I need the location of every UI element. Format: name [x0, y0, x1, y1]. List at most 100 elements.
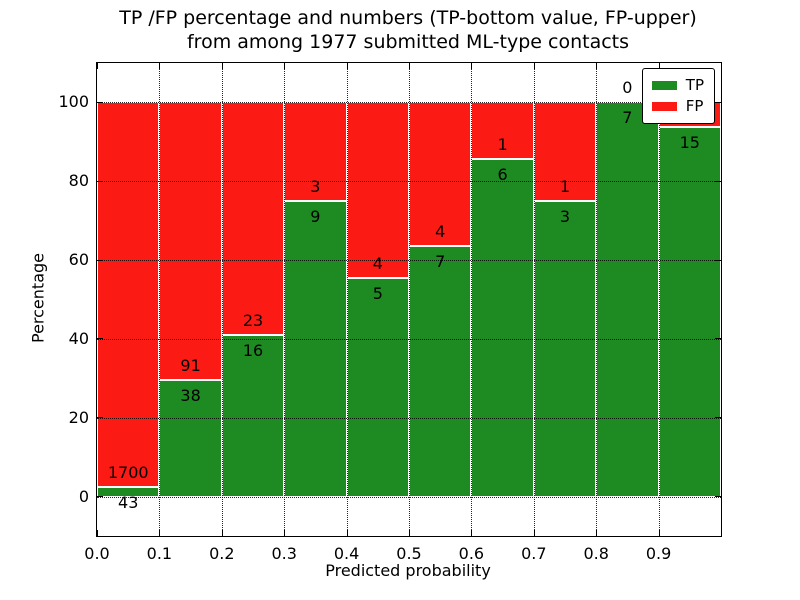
- bar-segment-tp: [596, 102, 659, 497]
- bar-label-tp: 43: [118, 492, 139, 512]
- bar-label-fp: 23: [242, 310, 264, 330]
- gridline-horizontal: [97, 181, 721, 183]
- gridline-vertical: [221, 63, 223, 536]
- bar-label-fp: 91: [180, 356, 201, 376]
- gridline-horizontal: [97, 260, 721, 262]
- y-tick-mark-right: [715, 259, 721, 261]
- x-tick-mark: [658, 530, 660, 536]
- x-tick-mark: [409, 530, 410, 536]
- y-tick-label: 100: [58, 92, 89, 112]
- legend: TP FP: [641, 68, 715, 124]
- bar-label-tp: 3: [559, 206, 571, 226]
- x-tick-label: 0.3: [271, 544, 297, 563]
- bar-label-tp: 7: [622, 108, 633, 128]
- gridline-vertical: [533, 63, 535, 536]
- y-tick-label: 0: [78, 486, 89, 506]
- y-tick-mark: [97, 259, 103, 261]
- gridline-vertical: [658, 63, 660, 536]
- fp-swatch-icon: [651, 102, 677, 111]
- x-tick-label: 0.1: [146, 544, 173, 563]
- x-tick-mark-top: [159, 63, 161, 69]
- chart-title-line2: from among 1977 submitted ML-type contac…: [186, 31, 630, 53]
- bar-label-fp: 0: [622, 78, 633, 98]
- bar-segment-tp: [346, 277, 409, 497]
- x-tick-mark-top: [284, 63, 286, 69]
- y-tick-mark-right: [715, 180, 721, 182]
- bar-segment-fp: [221, 102, 285, 335]
- x-tick-mark-top: [533, 63, 535, 69]
- y-tick-label: 80: [68, 171, 89, 191]
- y-tick-label: 60: [68, 250, 89, 270]
- bar-segment-fp: [346, 102, 409, 278]
- bar-label-tp: 6: [497, 164, 508, 184]
- y-tick-mark: [97, 496, 103, 498]
- bar-label-fp: 1700: [107, 462, 149, 482]
- x-tick-mark: [97, 530, 98, 536]
- x-tick-mark-top: [658, 63, 660, 69]
- y-tick-mark-right: [715, 496, 721, 498]
- x-tick-label: 0.8: [583, 544, 609, 563]
- gridline-vertical: [284, 63, 286, 536]
- bar-segment-tp: [471, 158, 534, 497]
- y-tick-mark-right: [715, 417, 721, 419]
- bar-label-tp: 38: [180, 386, 201, 406]
- bar-segment-fp: [97, 102, 160, 487]
- x-tick-label: 0.6: [458, 544, 485, 563]
- x-axis-label: Predicted probability: [325, 561, 491, 580]
- x-tick-mark-top: [97, 63, 98, 69]
- chart-title: TP /FP percentage and numbers (TP-bottom…: [96, 6, 720, 54]
- gridline-vertical: [596, 63, 598, 536]
- x-tick-mark-top: [221, 63, 223, 69]
- x-tick-label: 0.7: [521, 544, 547, 563]
- bar-segment-tp: [533, 200, 597, 497]
- gridline-vertical: [471, 63, 473, 536]
- bar-segment-fp: [284, 102, 347, 201]
- x-tick-label: 0.4: [333, 544, 360, 563]
- gridline-horizontal: [97, 338, 721, 340]
- legend-item-tp: TP: [651, 75, 704, 96]
- x-tick-mark-top: [596, 63, 598, 69]
- y-tick-mark: [97, 101, 103, 103]
- gridline-horizontal: [97, 102, 721, 104]
- x-tick-mark: [159, 530, 161, 536]
- x-tick-mark-top: [409, 63, 410, 69]
- bar-label-tp: 5: [372, 283, 383, 303]
- bar-segment-tp: [97, 486, 160, 497]
- gridline-vertical: [346, 63, 348, 536]
- gridline-horizontal: [97, 417, 721, 419]
- y-tick-label: 20: [68, 407, 89, 427]
- x-tick-mark: [533, 530, 535, 536]
- gridline-vertical: [159, 63, 161, 536]
- y-tick-mark: [97, 417, 103, 419]
- bar-label-tp: 7: [435, 251, 446, 271]
- bar-segment-tp: [159, 380, 222, 497]
- bar-segment-fp: [533, 102, 597, 201]
- bar-label-fp: 4: [435, 221, 446, 241]
- x-tick-mark: [221, 530, 223, 536]
- bar-label-tp: 9: [310, 206, 321, 226]
- legend-label-tp: TP: [685, 76, 704, 94]
- bar-label-fp: 3: [310, 176, 321, 196]
- bar-label-fp: 1: [559, 176, 571, 196]
- bar-segment-tp: [658, 127, 721, 497]
- bar-segment-tp: [284, 200, 347, 497]
- gridline-horizontal: [97, 496, 721, 498]
- tp-swatch-icon: [651, 81, 677, 90]
- x-tick-mark-top: [346, 63, 348, 69]
- x-tick-mark: [284, 530, 286, 536]
- plot-area: TP FP 170043913823163945471613071150.00.…: [58, 62, 722, 563]
- legend-item-fp: FP: [651, 96, 704, 117]
- x-tick-mark: [471, 530, 473, 536]
- x-tick-label: 0.5: [396, 544, 422, 563]
- x-tick-label: 0.0: [84, 544, 110, 563]
- x-tick-mark: [596, 530, 598, 536]
- bar-segment-tp: [409, 245, 472, 497]
- bar-label-fp: 4: [372, 253, 383, 273]
- x-tick-label: 0.2: [209, 544, 235, 563]
- bar-label-tp: 15: [679, 133, 700, 153]
- bar-segment-tp: [221, 334, 285, 497]
- x-tick-mark: [346, 530, 348, 536]
- x-tick-mark-top: [471, 63, 473, 69]
- bar-label-tp: 16: [242, 340, 264, 360]
